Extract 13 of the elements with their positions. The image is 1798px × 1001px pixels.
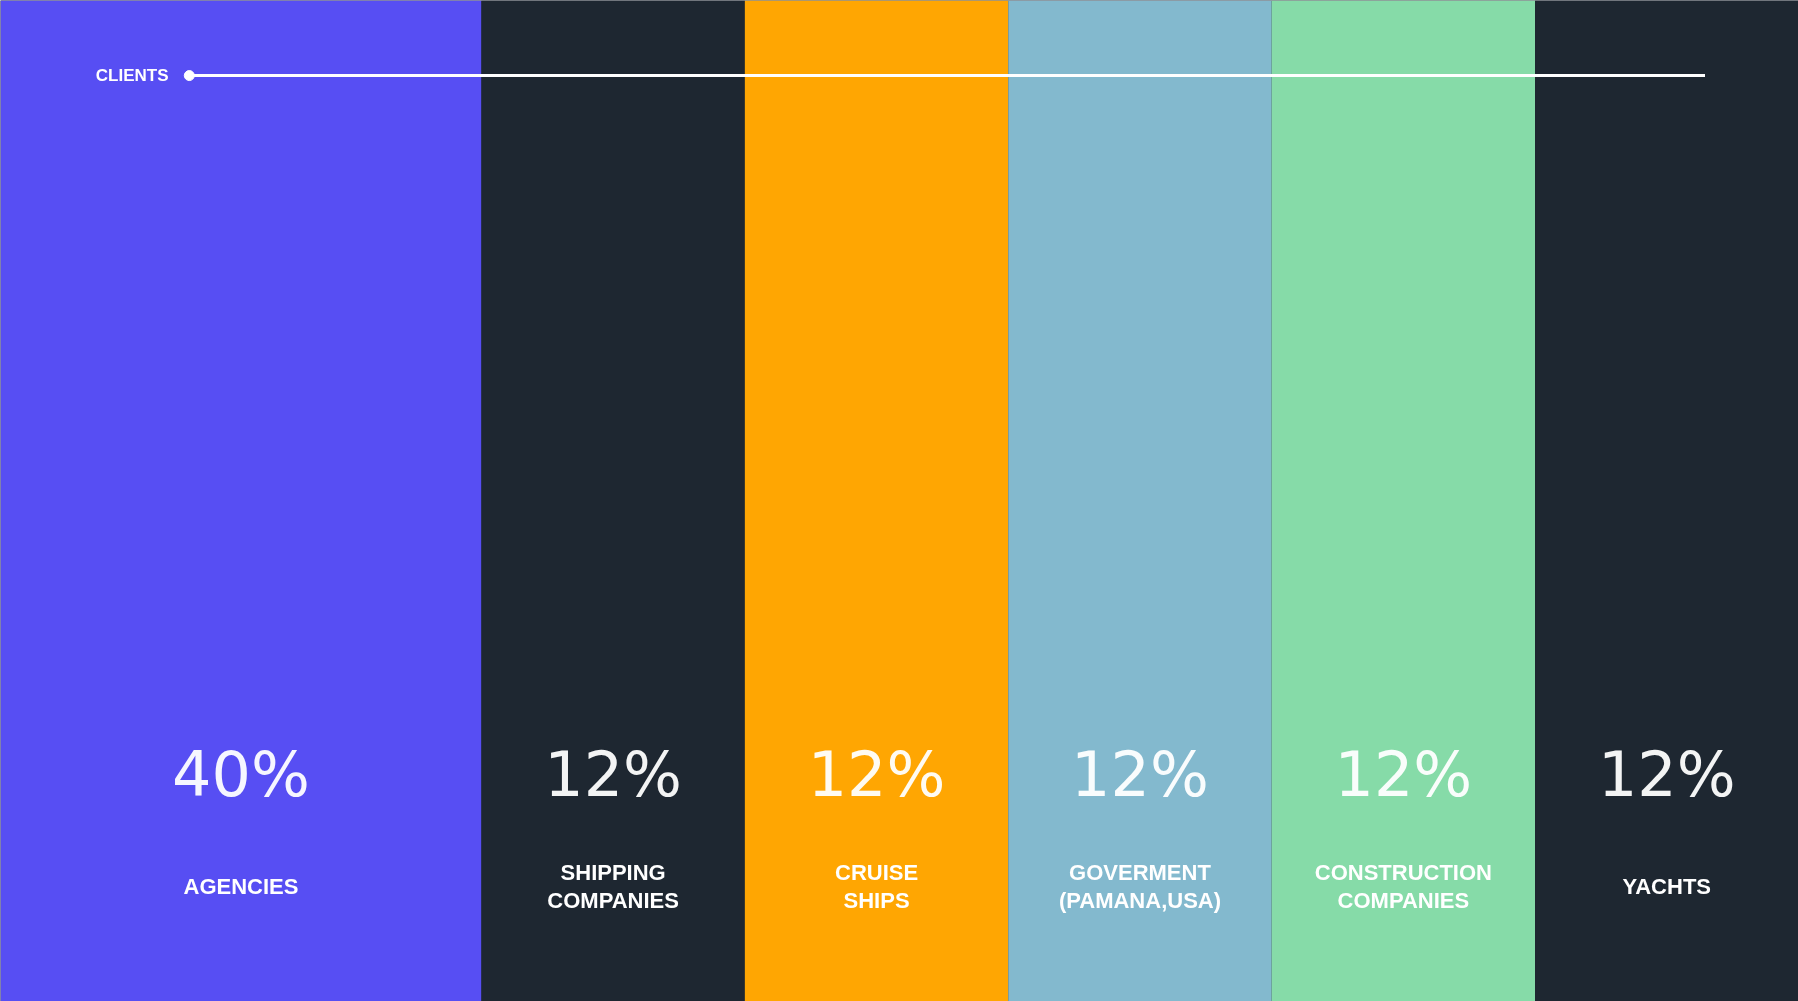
category-label: CRUISE SHIPS [834, 860, 919, 913]
data-label: 12% [1334, 737, 1473, 811]
data-label: 40% [172, 737, 310, 811]
data-label: 12% [807, 737, 946, 811]
text: CLIENTS [95, 66, 169, 86]
data-label: 12% [1597, 737, 1736, 811]
category-label: CONSTRUCTION COMPANIES [1314, 860, 1492, 913]
category-label: YACHTS [1622, 873, 1712, 899]
category-label: SHIPPING COMPANIES [547, 860, 679, 913]
data-label: 12% [544, 737, 683, 811]
category-label: GOVERMENT (PAMANA,USA) [1058, 860, 1222, 913]
category-label: AGENCIES [183, 873, 299, 899]
data-label: 12% [1071, 737, 1209, 811]
